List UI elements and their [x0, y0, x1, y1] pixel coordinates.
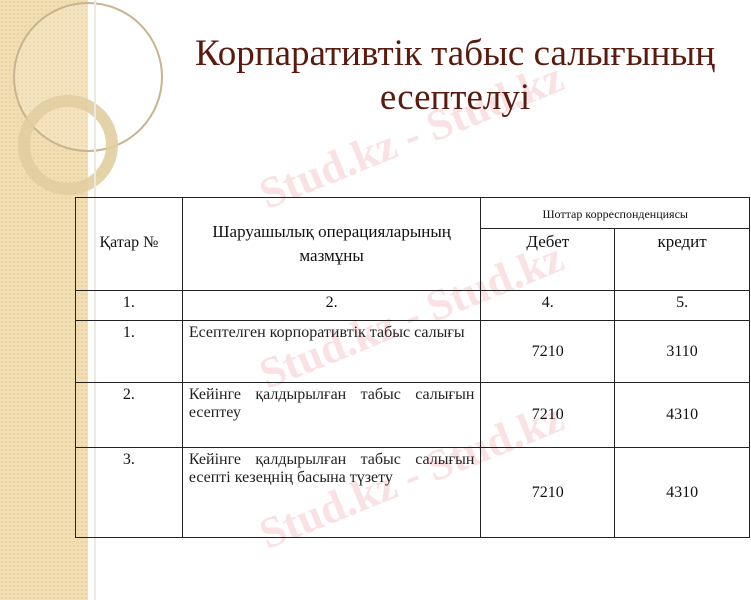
header-credit: кредит: [614, 228, 750, 291]
num-cell: 1.: [75, 290, 183, 321]
table-row: 3. Кейінге қалдырылған табыс салығын есе…: [75, 447, 750, 538]
row-operation: Кейінге қалдырылған табыс салығын есепте…: [181, 382, 482, 448]
table-row: 1. Есептелген корпоративтік табыс салығы…: [75, 320, 750, 383]
row-operation: Есептелген корпоративтік табыс салығы: [181, 320, 482, 383]
ring-ornament: [18, 95, 118, 195]
decorative-sidebar: [0, 0, 163, 600]
row-credit: 4310: [614, 447, 750, 538]
row-no: 2.: [75, 382, 183, 448]
num-cell: 2.: [181, 290, 482, 321]
slide-title: Корпаративтік табыс салығының есептелуі: [194, 33, 716, 118]
header-correspondence: Шоттар корреспонденциясы: [480, 197, 750, 229]
row-debit: 7210: [480, 320, 616, 383]
row-debit: 7210: [480, 447, 616, 538]
accounting-table: Қатар № Шаруашылық операцияларының мазмұ…: [75, 197, 750, 538]
row-credit: 3110: [614, 320, 750, 383]
header-row-no: Қатар №: [75, 197, 183, 291]
num-cell: 5.: [614, 290, 750, 321]
row-no: 3.: [75, 447, 183, 538]
row-credit: 4310: [614, 382, 750, 448]
row-operation: Кейінге қалдырылған табыс салығын есепті…: [181, 447, 482, 538]
table-row: 2. Кейінге қалдырылған табыс салығын есе…: [75, 382, 750, 448]
header-debit: Дебет: [480, 228, 616, 291]
header-operation: Шаруашылық операцияларының мазмұны: [181, 197, 482, 291]
num-cell: 4.: [480, 290, 616, 321]
row-no: 1.: [75, 320, 183, 383]
row-debit: 7210: [480, 382, 616, 448]
